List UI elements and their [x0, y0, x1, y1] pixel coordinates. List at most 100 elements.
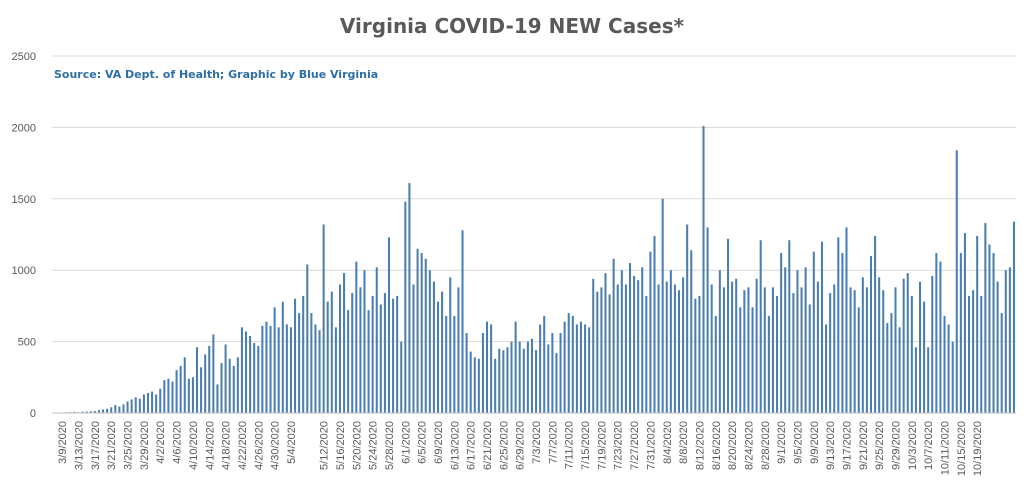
x-axis-ticks: 3/9/2020 3/13/2020 3/17/2020 3/21/2020 3/25/…	[57, 421, 984, 476]
bar	[620, 270, 623, 413]
bar	[947, 324, 950, 413]
bar	[727, 238, 730, 413]
bar	[502, 350, 505, 413]
bar	[927, 347, 930, 413]
bar	[910, 295, 913, 413]
x-tick-label: 7/7/2020	[547, 421, 559, 464]
bar	[236, 357, 239, 413]
bar	[106, 408, 109, 413]
bar-series	[53, 125, 1015, 413]
bar	[363, 270, 366, 413]
bar	[845, 227, 848, 413]
bar	[808, 304, 811, 413]
x-tick-label: 5/20/2020	[351, 421, 363, 470]
bar	[453, 315, 456, 413]
bar	[743, 290, 746, 413]
bar	[784, 267, 787, 413]
x-tick-label: 7/31/2020	[645, 421, 657, 470]
bar	[923, 301, 926, 413]
bar	[428, 270, 431, 413]
x-tick-label: 6/13/2020	[449, 421, 461, 470]
x-tick-label: 4/6/2020	[172, 421, 184, 464]
bar	[600, 287, 603, 413]
bar	[682, 277, 685, 413]
x-tick-label: 9/9/2020	[809, 421, 821, 464]
bar	[522, 348, 525, 413]
bar	[224, 344, 227, 413]
bar	[853, 290, 856, 413]
bar	[739, 307, 742, 413]
bar	[559, 333, 562, 413]
bar	[641, 267, 644, 413]
bar	[347, 310, 350, 413]
bar	[89, 411, 92, 413]
bar	[326, 301, 329, 413]
bar	[338, 284, 341, 413]
bar	[298, 313, 301, 413]
x-tick-label: 6/25/2020	[498, 421, 510, 470]
bar	[383, 293, 386, 413]
bar	[355, 261, 358, 413]
x-tick-label: 10/15/2020	[956, 421, 968, 476]
bar	[151, 391, 154, 413]
bar	[359, 287, 362, 413]
x-tick-label: 7/23/2020	[613, 421, 625, 470]
bar	[918, 281, 922, 413]
bar	[612, 258, 615, 413]
bar	[882, 290, 885, 413]
bar	[367, 310, 370, 413]
bar	[269, 325, 272, 413]
bar	[530, 338, 533, 413]
bar	[449, 277, 452, 413]
y-axis-ticks: 0 500 1000 1500 2000 2500	[12, 51, 36, 420]
x-tick-label: 9/17/2020	[842, 421, 854, 470]
y-tick-label: 2500	[12, 51, 36, 63]
bar	[865, 287, 868, 413]
bar	[628, 263, 632, 413]
bar	[661, 198, 664, 413]
x-tick-label: 5/12/2020	[319, 421, 331, 470]
bar	[477, 358, 480, 413]
bar	[351, 293, 354, 413]
bar	[567, 313, 570, 413]
bar	[939, 261, 942, 413]
bar	[698, 295, 701, 413]
bar	[171, 381, 174, 413]
bar	[208, 345, 211, 413]
bar	[486, 321, 489, 413]
bar	[898, 327, 901, 413]
bar	[375, 267, 378, 413]
x-tick-label: 9/5/2020	[793, 421, 805, 464]
bar	[400, 341, 403, 413]
bar	[155, 394, 158, 413]
bar	[163, 380, 166, 413]
x-tick-label: 6/9/2020	[433, 421, 445, 464]
bar	[547, 344, 550, 413]
bar	[988, 244, 991, 413]
bar	[992, 253, 995, 413]
bar	[114, 405, 117, 413]
x-tick-label: 4/26/2020	[253, 421, 265, 470]
bar	[1000, 313, 1003, 413]
bar	[228, 358, 231, 413]
bar	[771, 287, 774, 413]
bar	[261, 325, 264, 413]
bar	[265, 321, 268, 413]
y-tick-label: 0	[30, 408, 36, 420]
bar	[334, 327, 337, 413]
bar	[294, 298, 297, 413]
x-tick-label: 3/13/2020	[74, 421, 86, 470]
bar	[861, 277, 864, 413]
bar	[306, 264, 309, 413]
bar	[289, 327, 292, 413]
bar	[93, 411, 96, 413]
bar	[943, 315, 946, 413]
bar	[518, 341, 521, 413]
x-tick-label: 10/7/2020	[923, 421, 935, 470]
bar	[690, 250, 693, 413]
x-tick-label: 3/25/2020	[123, 421, 135, 470]
bar	[396, 295, 399, 413]
bar	[424, 258, 427, 413]
chart-title: Virginia COVID-19 NEW Cases*	[339, 14, 685, 38]
x-tick-label: 9/13/2020	[825, 421, 837, 470]
